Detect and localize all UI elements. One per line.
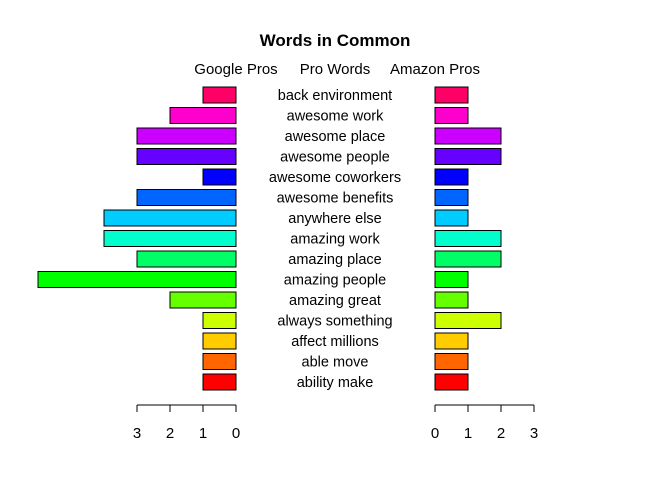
google-bar [136,148,237,165]
right-tick-label: 2 [497,425,505,442]
category-label: amazing place [288,252,382,268]
google-bar [169,107,237,124]
right-bars [434,86,502,391]
category-label: anywhere else [288,211,382,227]
amazon-bar [434,353,469,370]
category-label: affect millions [291,334,379,350]
right-tick-label: 0 [431,425,439,442]
google-bar [202,373,237,391]
left-tick-label: 0 [232,425,240,442]
amazon-bar [434,271,469,288]
center-header: Pro Words [300,61,371,78]
category-label: awesome coworkers [269,170,401,186]
google-bar [136,189,237,206]
amazon-bar [434,168,469,186]
google-bar [202,86,237,104]
left-axis: 3 2 1 0 [133,404,240,442]
amazon-bar [434,291,469,309]
category-label: amazing great [289,293,381,309]
amazon-bar [434,230,502,247]
right-header: Amazon Pros [390,61,480,78]
google-bar [202,312,237,329]
category-labels: ability make able move affect millions alwa… [269,88,401,391]
google-bar [103,209,237,227]
google-bar [202,353,237,370]
amazon-bar [434,312,502,329]
amazon-bar [434,209,469,227]
left-tick-label: 1 [199,425,207,442]
amazon-bar [434,107,469,124]
category-label: awesome work [287,109,384,125]
left-tick-label: 3 [133,425,141,442]
google-bar [136,127,237,145]
amazon-bar [434,250,502,268]
left-header: Google Pros [194,61,277,78]
category-label: awesome people [280,150,390,166]
amazon-bar [434,189,469,206]
right-axis: 0 1 2 3 [431,404,538,442]
category-label: awesome place [285,129,386,145]
right-tick-label: 1 [464,425,472,442]
google-bar [202,332,237,350]
amazon-bar [434,148,502,165]
category-label: awesome benefits [277,191,394,207]
chart-title: Words in Common [260,31,411,50]
google-bar [136,250,237,268]
category-label: always something [277,314,392,330]
left-tick-label: 2 [166,425,174,442]
right-tick-label: 3 [530,425,538,442]
amazon-bar [434,86,469,104]
amazon-bar [434,332,469,350]
category-label: amazing work [290,232,380,248]
google-bar [37,271,237,288]
category-label: back environment [278,88,392,104]
category-label: able move [302,355,369,371]
google-bar [169,291,237,309]
google-bar [103,230,237,247]
category-label: ability make [297,375,374,391]
google-bar [202,168,237,186]
amazon-bar [434,127,502,145]
category-label: amazing people [284,273,386,289]
left-bars [37,86,237,391]
amazon-bar [434,373,469,391]
